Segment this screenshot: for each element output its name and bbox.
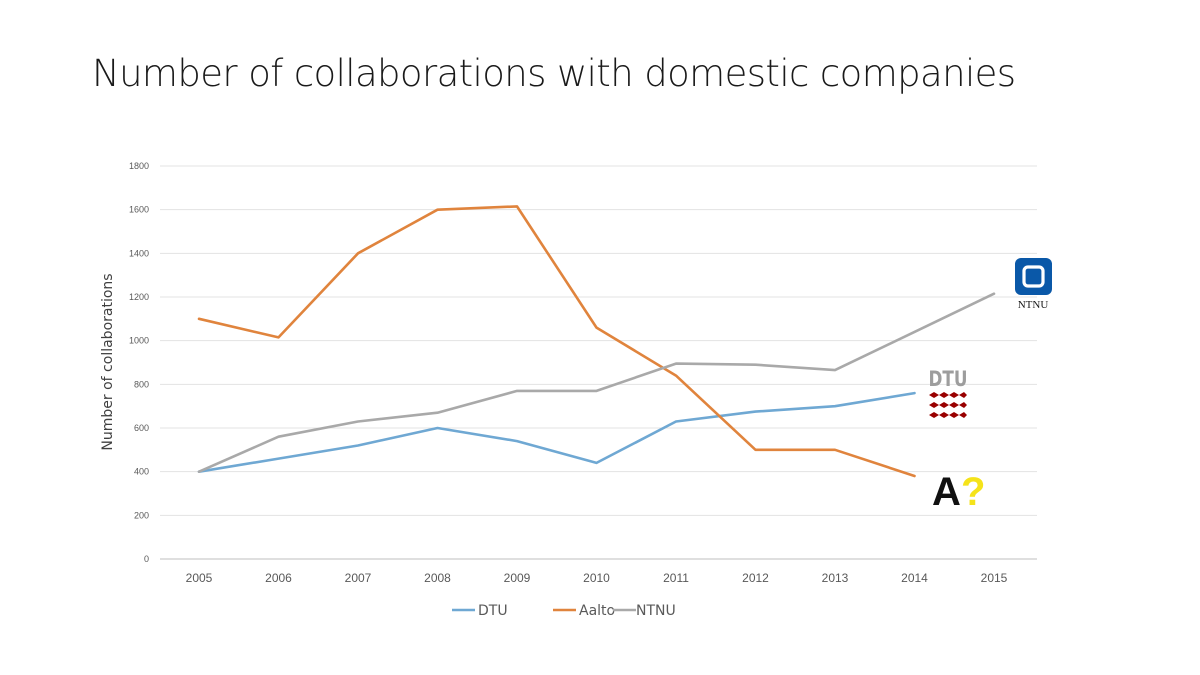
y-tick-label: 400: [134, 467, 149, 477]
y-tick-label: 600: [134, 423, 149, 433]
dtu-logo-icon: [929, 392, 967, 418]
aalto-logo: A ?: [932, 470, 985, 514]
x-tick-label: 2007: [345, 571, 372, 585]
legend-label-ntnu: NTNU: [636, 603, 676, 619]
y-tick-label: 1400: [129, 248, 149, 258]
x-tick-label: 2006: [265, 571, 292, 585]
series-line-dtu: [197, 391, 916, 474]
aalto-logo-letter: A: [932, 470, 961, 514]
grid-lines: [160, 165, 1037, 560]
ntnu-logo-inner-icon: [1022, 265, 1045, 288]
ntnu-logo-icon: [1015, 258, 1052, 295]
y-tick-label: 1800: [129, 161, 149, 171]
y-tick-label: 1200: [129, 292, 149, 302]
legend-label-aalto: Aalto: [579, 603, 615, 619]
y-axis-ticks: 0 200 400 600 800 1000 1200 1400 1600 1800: [129, 161, 149, 564]
x-tick-label: 2010: [583, 571, 610, 585]
ntnu-logo-label: NTNU: [1018, 299, 1049, 311]
x-tick-label: 2014: [901, 571, 928, 585]
x-tick-label: 2013: [822, 571, 849, 585]
y-axis-title: Number of collaborations: [100, 273, 116, 450]
x-tick-label: 2015: [981, 571, 1008, 585]
x-axis-ticks: 2005 2006 2007 2008 2009 2010 2011 2012 2013 2014…: [186, 571, 1008, 585]
y-tick-label: 200: [134, 510, 149, 520]
series-line-aalto: [197, 205, 916, 478]
dtu-logo: DTU: [928, 367, 968, 418]
legend: DTU Aalto NTNU: [452, 603, 676, 619]
aalto-logo-icon: ?: [961, 470, 985, 514]
y-tick-label: 1600: [129, 205, 149, 215]
y-tick-label: 1000: [129, 336, 149, 346]
series-line-ntnu: [197, 292, 996, 474]
y-tick-label: 0: [144, 554, 149, 564]
legend-label-dtu: DTU: [478, 603, 508, 619]
dtu-logo-label: DTU: [928, 367, 967, 391]
x-tick-label: 2009: [504, 571, 531, 585]
y-tick-label: 800: [134, 379, 149, 389]
slide-title: Number of collaborations with domestic c…: [92, 52, 1016, 95]
x-tick-label: 2012: [742, 571, 769, 585]
x-tick-label: 2011: [663, 571, 689, 585]
ntnu-logo: NTNU: [1015, 258, 1052, 311]
x-tick-label: 2005: [186, 571, 213, 585]
x-tick-label: 2008: [424, 571, 451, 585]
series-lines: [197, 205, 996, 478]
